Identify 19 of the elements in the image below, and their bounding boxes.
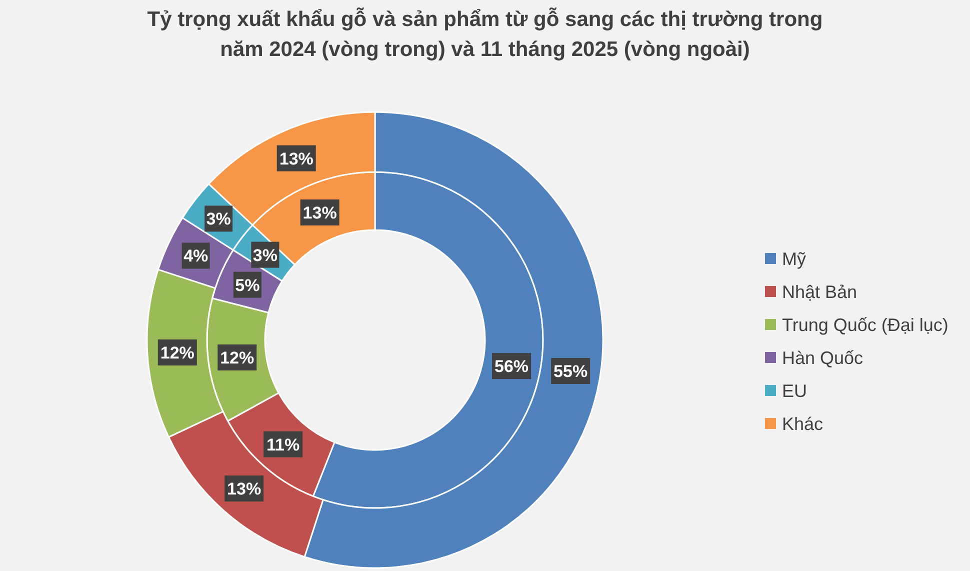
data-label: 56% — [494, 357, 529, 376]
data-label: 5% — [235, 276, 260, 295]
data-label: 11% — [266, 435, 300, 454]
legend-label: Khác — [782, 414, 824, 434]
chart-title: Tỷ trọng xuất khẩu gỗ và sản phẩm từ gỗ sang các thị trường trong năm 2024 (vòng trong) và 11 tháng 2025 (vòng ngoài) — [147, 7, 823, 61]
legend-label: Mỹ — [782, 249, 806, 269]
data-label: 13% — [279, 149, 314, 168]
data-label: 3% — [252, 246, 278, 265]
data-label: 55% — [554, 362, 588, 381]
legend-label: EU — [782, 381, 808, 401]
legend-label: Hàn Quốc — [782, 348, 864, 368]
data-label: 12% — [220, 348, 254, 368]
data-label: 12% — [160, 343, 194, 362]
data-label: 13% — [302, 203, 337, 222]
legend-label: Trung Quốc (Đại lục) — [782, 315, 948, 335]
data-label: 3% — [206, 210, 231, 229]
data-label: 4% — [184, 246, 208, 266]
data-label: 13% — [227, 480, 262, 499]
legend-label: Nhật Bản — [782, 282, 858, 302]
